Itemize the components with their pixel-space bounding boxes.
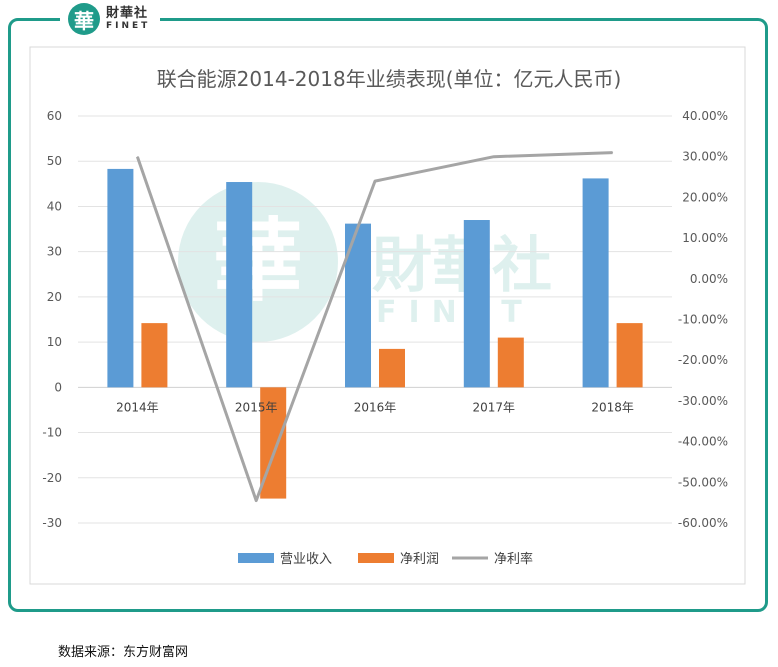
x-tick-label: 2015年 — [235, 400, 278, 414]
y-left-tick-label: -30 — [42, 516, 62, 530]
legend-revenue-swatch — [238, 553, 274, 563]
y-right-tick-label: -40.00% — [678, 435, 728, 449]
net-margin-point — [136, 156, 138, 158]
y-right-tick-label: -60.00% — [678, 516, 728, 530]
y-left-tick-label: 60 — [47, 109, 62, 123]
revenue-bar — [582, 178, 609, 388]
watermark-name-en: FINET — [376, 295, 534, 330]
logo-text: 財華社 FINET — [106, 7, 150, 31]
y-right-tick-label: -10.00% — [678, 313, 728, 327]
y-right-tick-label: 20.00% — [682, 190, 728, 204]
chart-frame — [8, 18, 768, 612]
bars — [107, 168, 643, 499]
y-right-tick-label: 40.00% — [682, 109, 728, 123]
x-axis: 2014年 2015年 2016年 2017年 2018年 — [116, 400, 634, 414]
y-axis-left: 60 50 40 30 20 10 0 -10 -20 -30 — [42, 109, 62, 530]
chart-title: 联合能源2014-2018年业绩表现(单位：亿元人民币) — [157, 67, 622, 91]
watermark-emblem — [178, 182, 338, 342]
net-margin-point — [255, 500, 257, 502]
legend-net-profit-label: 净利润 — [400, 552, 439, 567]
revenue-bar — [463, 220, 490, 388]
legend-net-margin-label: 净利率 — [494, 551, 533, 567]
logo-name-cn: 財華社 — [106, 6, 149, 21]
y-left-tick-label: 30 — [47, 245, 62, 259]
finet-logo: 華 財華社 FINET — [60, 2, 161, 36]
gridlines — [78, 115, 672, 524]
y-right-tick-label: -30.00% — [678, 394, 728, 408]
net-profit-bar — [497, 337, 524, 388]
net-margin-point — [493, 156, 495, 158]
x-tick-label: 2018年 — [591, 400, 634, 414]
net-margin-point — [612, 152, 614, 154]
legend-revenue-label: 营业收入 — [280, 552, 332, 567]
net-profit-bar — [141, 323, 168, 388]
y-left-tick-label: 50 — [47, 154, 62, 168]
y-left-tick-label: 10 — [47, 335, 62, 349]
net-margin-point — [374, 180, 376, 182]
net-profit-bar — [379, 348, 405, 388]
y-right-tick-label: 10.00% — [682, 231, 728, 245]
y-left-tick-label: -20 — [42, 471, 62, 485]
y-left-tick-label: 0 — [54, 380, 62, 394]
logo-name-en: FINET — [106, 21, 151, 31]
x-tick-label: 2016年 — [354, 400, 397, 414]
x-tick-label: 2017年 — [473, 400, 516, 414]
y-right-tick-label: 0.00% — [690, 272, 728, 286]
y-left-tick-label: -10 — [42, 426, 62, 440]
y-right-tick-label: -50.00% — [678, 475, 728, 489]
plot-area-border — [29, 46, 746, 585]
revenue-bar — [226, 182, 253, 388]
x-tick-label: 2014年 — [116, 400, 159, 414]
net-profit-bar — [616, 323, 643, 388]
legend-net-profit-swatch — [358, 553, 394, 563]
source-note: 数据来源：东方财富网 — [58, 645, 189, 660]
y-left-tick-label: 20 — [47, 290, 62, 304]
logo-mark: 華 — [68, 3, 100, 35]
y-axis-right: 40.00% 30.00% 20.00% 10.00% 0.00% -10.00% -20.… — [678, 109, 728, 530]
watermark-name-cn: 財華社 — [372, 231, 552, 301]
y-right-tick-label: -20.00% — [678, 353, 728, 367]
revenue-bar — [107, 168, 134, 388]
y-right-tick-label: 30.00% — [682, 150, 728, 164]
legend: 营业收入 净利润 净利率 — [238, 551, 533, 567]
y-left-tick-label: 40 — [47, 199, 62, 213]
net-margin-line — [135, 151, 614, 503]
